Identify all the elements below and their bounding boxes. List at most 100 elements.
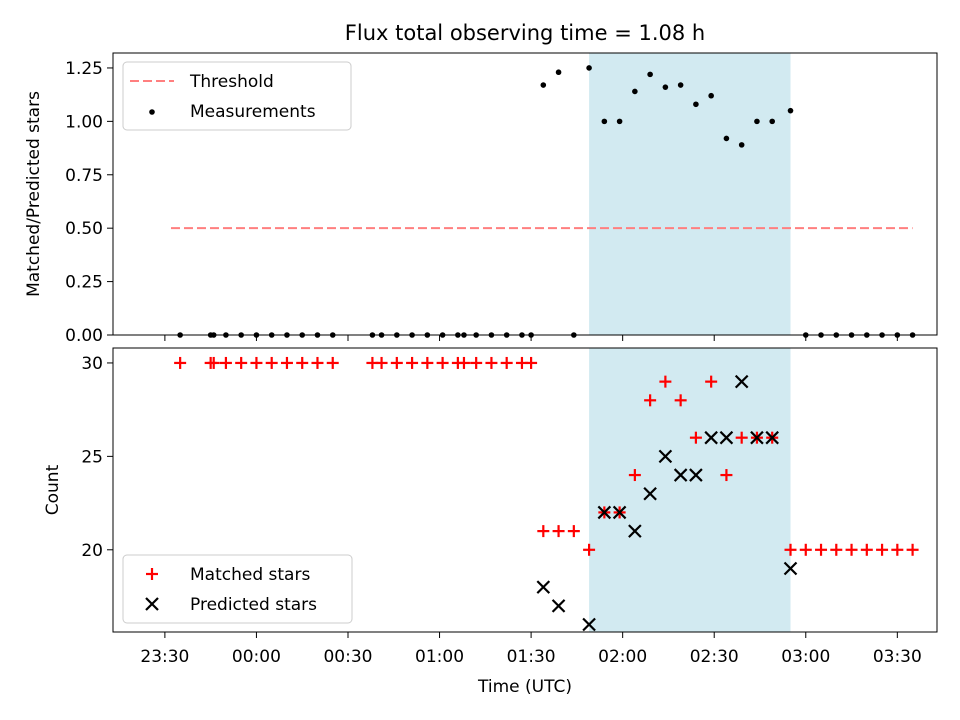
matched-star-point (174, 356, 187, 369)
matched-star-point (628, 469, 641, 482)
measurement-point (723, 135, 730, 142)
matched-star-point (296, 356, 309, 369)
count-y-axis: 20 25 30 (81, 354, 113, 561)
predicted-star-point (704, 430, 718, 445)
x-tick-label: 02:30 (690, 647, 739, 667)
observing-span (589, 348, 791, 632)
matched-star-point (845, 543, 858, 556)
matched-star-point (876, 543, 889, 556)
matched-star-point (207, 356, 220, 369)
measurement-point (632, 88, 638, 95)
y-tick-label: 25 (81, 447, 103, 467)
matched-star-point (250, 356, 263, 369)
y-tick-label: 0.25 (65, 273, 103, 293)
predicted-stars-legend-swatch (145, 597, 159, 611)
predicted-star-point (689, 468, 703, 482)
count-legend-box (122, 554, 353, 624)
matched-star-point (375, 356, 388, 369)
matched-star-point (500, 356, 513, 369)
matched-star-point (219, 356, 232, 369)
x-tick-label: 00:00 (232, 647, 281, 667)
y-tick-label: 0.00 (65, 326, 103, 346)
predicted-stars-series (536, 374, 798, 632)
measurement-point (616, 118, 623, 125)
predicted-star-point (765, 430, 779, 445)
threshold-legend-label: Threshold (189, 72, 274, 92)
matched-star-point (891, 543, 904, 556)
matched-star-point (552, 525, 565, 538)
predicted-star-point (783, 561, 798, 576)
matched-star-point (720, 469, 733, 482)
predicted-star-point (612, 505, 627, 520)
matched-star-point (860, 543, 873, 556)
count-y-axis-label: Count (43, 464, 63, 515)
matched-star-point (390, 356, 403, 369)
matched-stars-series (174, 356, 919, 556)
matched-star-point (674, 394, 687, 407)
measurement-point (555, 69, 562, 76)
x-tick-label: 03:00 (781, 647, 830, 667)
matched-star-point (537, 525, 550, 538)
ratio-legend: Threshold Measurements (122, 61, 352, 131)
ratio-plot-frame (112, 52, 938, 336)
predicted-star-point (643, 486, 657, 501)
measurement-point (647, 71, 653, 78)
matched-star-point (265, 356, 278, 369)
ratio-y-axis: 0.00 0.25 0.50 0.75 1.00 1.25 (65, 59, 113, 346)
count-plot-frame (112, 347, 938, 633)
measurement-point (754, 118, 760, 125)
matched-star-point (689, 431, 702, 444)
matched-star-point (311, 356, 324, 369)
chart-title: Flux total observing time = 1.08 h (345, 21, 705, 45)
measurement-point (601, 118, 608, 125)
matched-star-point (235, 356, 248, 369)
measurement-point (708, 92, 714, 99)
x-tick-label: 00:30 (323, 647, 372, 667)
matched-star-point (421, 356, 434, 369)
matched-star-point (457, 356, 470, 369)
x-tick-label: 23:30 (140, 647, 189, 667)
matched-star-point (567, 525, 580, 538)
ratio-x-axis (164, 335, 898, 341)
matched-star-point (644, 394, 657, 407)
matched-star-point (436, 356, 449, 369)
predicted-star-point (734, 374, 749, 389)
y-tick-label: 1.00 (65, 112, 103, 132)
y-tick-label: 30 (81, 354, 103, 374)
matched-star-point (784, 543, 797, 556)
predicted-star-point (597, 505, 612, 520)
y-tick-label: 0.50 (65, 219, 103, 239)
predicted-star-point (750, 430, 764, 445)
matched-star-point (525, 356, 538, 369)
matched-star-point (815, 543, 828, 556)
measurement-point (769, 118, 775, 125)
measurements-legend-swatch (149, 109, 155, 115)
predicted-star-point (719, 430, 734, 445)
matched-star-point (406, 356, 419, 369)
y-tick-label: 1.25 (65, 59, 103, 79)
measurement-point (586, 65, 592, 71)
count-panel: 20 25 30 23:30 00:00 00:30 01:00 01:30 02:00 02:… (43, 347, 938, 697)
time-x-axis-label: Time (UTC) (477, 677, 572, 697)
x-tick-label: 02:00 (598, 647, 647, 667)
matched-star-point (705, 375, 718, 388)
y-tick-label: 0.75 (65, 166, 103, 186)
matched-star-point (906, 543, 919, 556)
matched-stars-legend-swatch (146, 568, 158, 580)
predicted-star-point (628, 524, 642, 538)
measurement-point (693, 101, 699, 108)
time-x-axis: 23:30 00:00 00:30 01:00 01:30 02:00 02:30 03:00… (140, 632, 922, 667)
matched-star-point (659, 375, 672, 388)
predicted-stars-legend-label: Predicted stars (190, 595, 317, 615)
matched-star-point (280, 356, 293, 369)
count-legend: Matched stars Predicted stars (122, 554, 353, 624)
ratio-y-axis-label: Matched/Predicted stars (24, 91, 44, 297)
measurements-legend-label: Measurements (190, 102, 316, 122)
predicted-star-point (673, 468, 688, 482)
matched-star-point (799, 543, 812, 556)
ratio-panel: 0.00 0.25 0.50 0.75 1.00 1.25 Matched/Predict… (24, 52, 938, 346)
predicted-star-point (536, 580, 551, 594)
measurement-point (540, 82, 547, 88)
matched-star-point (830, 543, 843, 556)
